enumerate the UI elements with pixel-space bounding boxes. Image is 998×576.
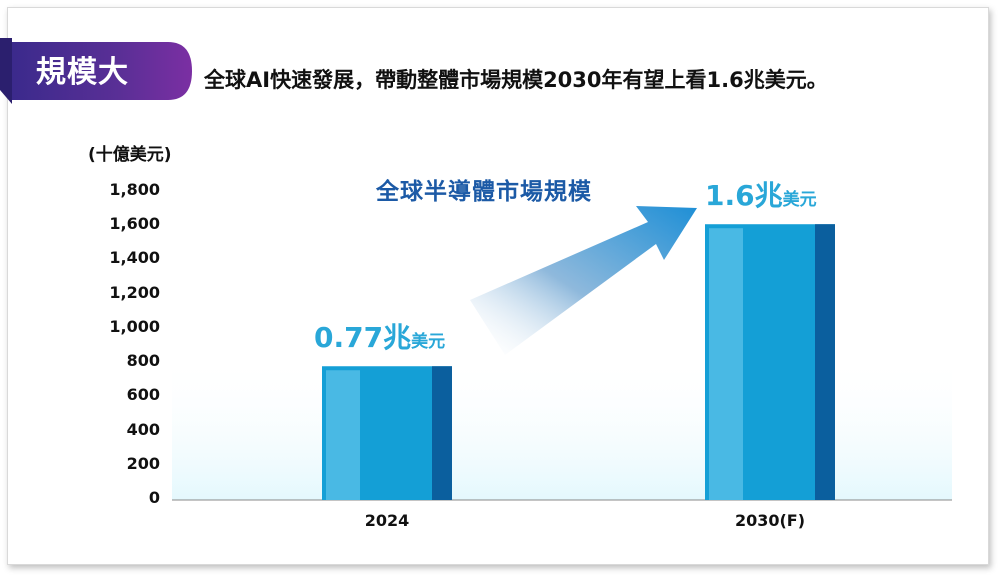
growth-arrow (470, 206, 697, 355)
y-tick-label: 0 (148, 488, 160, 507)
bar (322, 366, 452, 500)
y-tick-label: 200 (126, 453, 160, 473)
data-label-unit: 美元 (782, 190, 817, 211)
bar-highlight (326, 370, 360, 500)
data-label-value: 0.77兆 (314, 321, 412, 355)
y-tick-label: 1,000 (109, 316, 160, 336)
y-tick-label: 800 (126, 351, 160, 371)
y-axis-unit-label: (十億美元) (88, 145, 172, 165)
headline: 全球AI快速發展，帶動整體市場規模2030年有望上看1.6兆美元。 (204, 68, 828, 92)
bar-data-label: 0.77兆美元 (314, 316, 445, 356)
bar-shadow-side (432, 366, 452, 500)
data-label-value: 1.6兆 (705, 179, 783, 213)
y-tick-label: 600 (126, 385, 160, 405)
bar (705, 224, 835, 500)
y-tick-label: 1,400 (109, 248, 160, 268)
bar-shadow-side (815, 224, 835, 500)
x-tick-label: 2030(F) (734, 511, 806, 530)
bars-group (322, 224, 835, 500)
tag-label: 規模大 (36, 55, 129, 90)
bar-data-label: 1.6兆美元 (705, 174, 817, 214)
y-tick-label: 1,600 (109, 214, 160, 234)
y-tick-label: 1,800 (109, 180, 160, 199)
chart-title: 全球半導體市場規模 (376, 179, 592, 205)
y-tick-label: 400 (126, 419, 160, 439)
data-label-unit: 美元 (411, 332, 446, 353)
y-tick-label: 1,200 (109, 282, 160, 302)
bar-highlight (709, 228, 743, 500)
x-tick-label: 2024 (364, 511, 410, 530)
tag-shape (0, 38, 192, 104)
